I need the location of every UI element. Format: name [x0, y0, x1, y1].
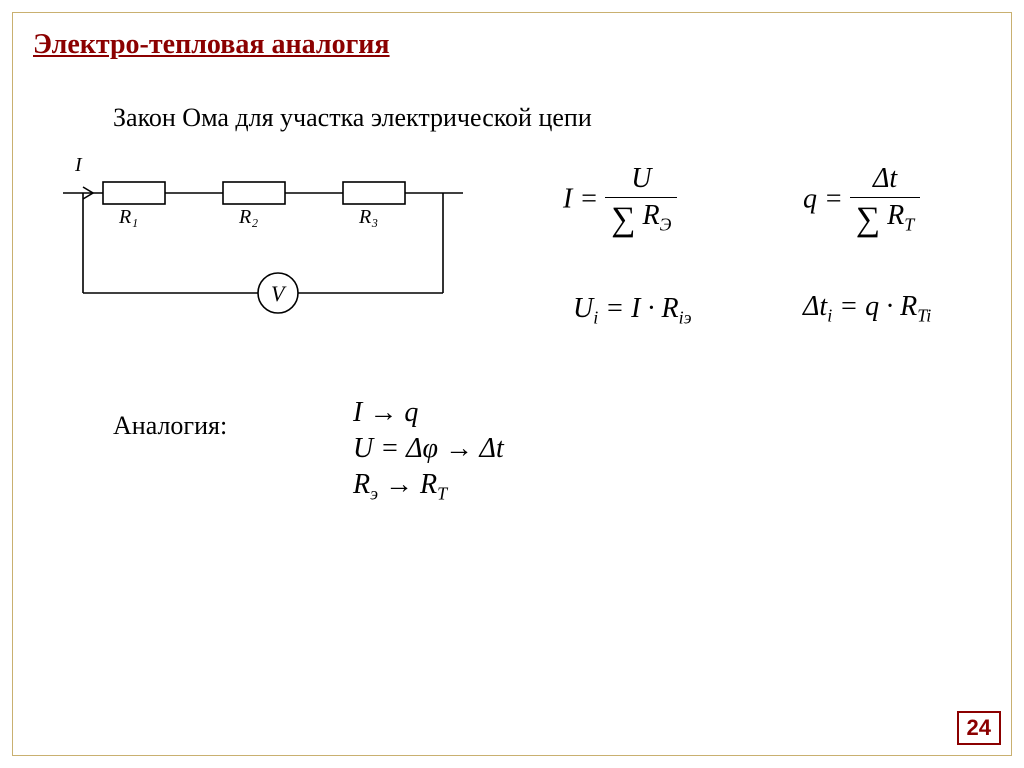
equation-Ui: Ui = I · Riэ	[573, 293, 692, 329]
analogy-line-3: Rэ → RT	[353, 469, 504, 505]
ohms-law-subtitle: Закон Ома для участка электрической цепи	[113, 103, 592, 133]
slide-frame: Электро-тепловая аналогия Закон Ома для …	[12, 12, 1012, 756]
analogy-equations: I → q U = Δφ → Δt Rэ → RT	[353, 393, 504, 509]
equation-dti: Δti = q · RTi	[803, 291, 931, 327]
analogy-line-1: I → q	[353, 397, 504, 429]
equation-q-dt-RT: q = Δt ∑ RT	[803, 163, 920, 239]
circuit-diagram: I R₁ R₂ R₃ V	[63, 153, 483, 333]
equation-I-U-R: I = U ∑ RЭ	[563, 163, 677, 239]
resistor-label-2: R₂	[238, 206, 258, 228]
resistor-label-1: R₁	[118, 206, 138, 228]
resistor-label-3: R₃	[358, 206, 378, 228]
voltmeter-label: V	[271, 281, 287, 306]
analogy-label: Аналогия:	[113, 411, 227, 441]
page-number: 24	[957, 711, 1001, 745]
slide-title: Электро-тепловая аналогия	[33, 29, 390, 61]
analogy-line-2: U = Δφ → Δt	[353, 433, 504, 465]
current-label: I	[74, 154, 83, 176]
